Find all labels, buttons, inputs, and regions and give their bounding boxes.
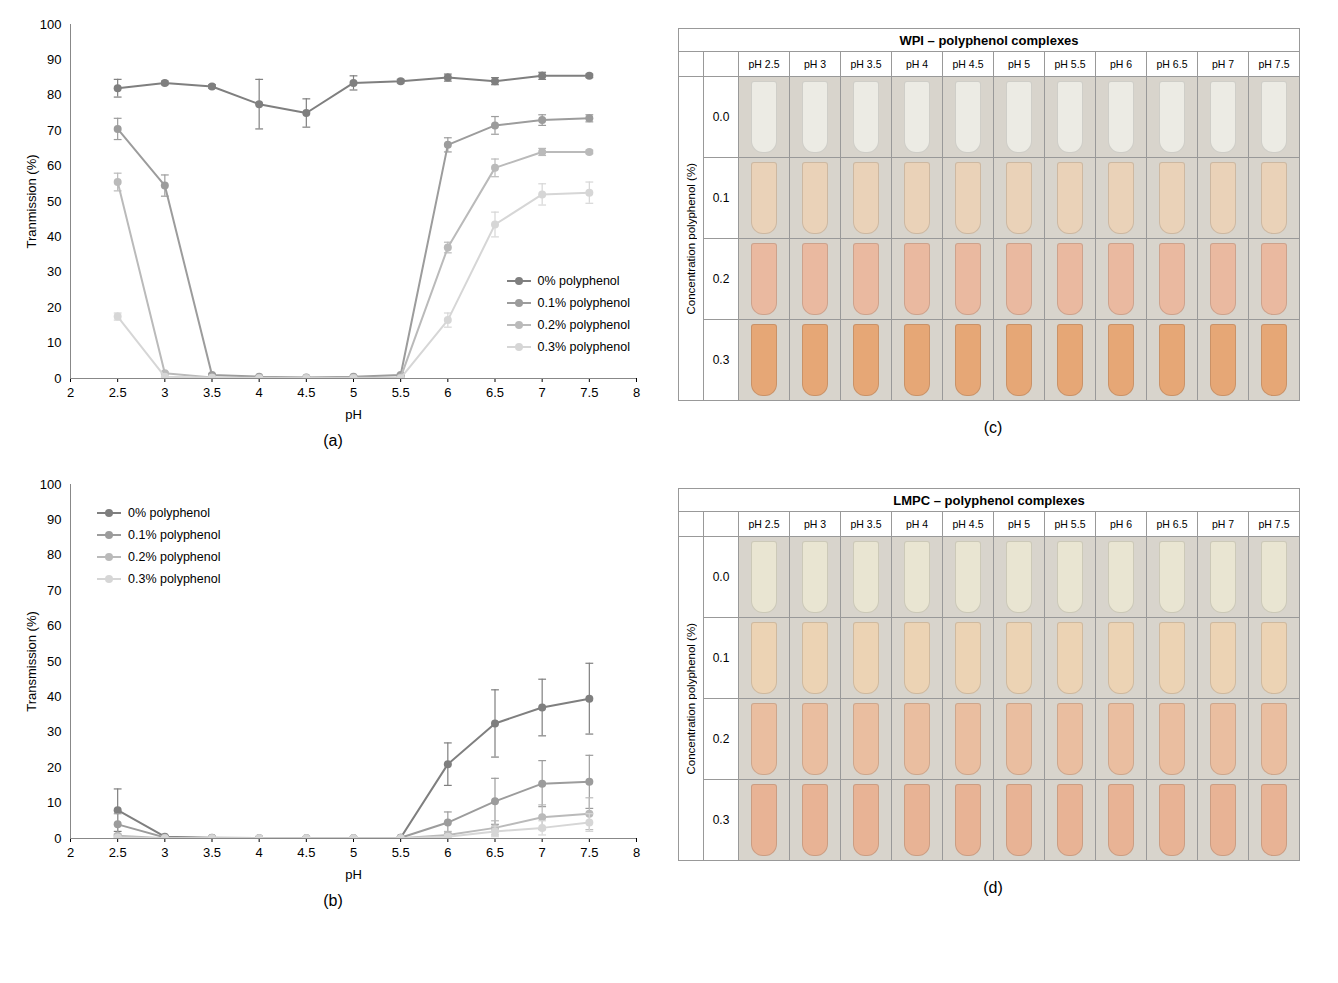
html-text:0% polyphenol: 0% polyphenol: [128, 506, 210, 520]
html-text:pH 4.5: pH 4.5: [952, 58, 984, 70]
html-text:(c): (c): [983, 419, 1003, 436]
html-text:Concentration polyphenol (%): Concentration polyphenol (%): [685, 622, 697, 775]
html-text:pH 5: pH 5: [1007, 518, 1031, 530]
svg-text:5.5: 5.5: [392, 385, 410, 400]
html-text:(b): (b): [323, 892, 343, 909]
svg-text:6.5: 6.5: [486, 385, 504, 400]
html-text:pH 2.5: pH 2.5: [748, 58, 780, 70]
svg-text:10: 10: [47, 335, 61, 350]
html-text:Concentration polyphenol (%): Concentration polyphenol (%): [685, 162, 697, 315]
svg-text:70: 70: [47, 583, 61, 598]
html-text:0.1: 0.1: [712, 651, 730, 665]
svg-text:2: 2: [67, 385, 74, 400]
svg-text:3.5: 3.5: [203, 845, 221, 860]
svg-text:4.5: 4.5: [297, 385, 315, 400]
svg-text:20: 20: [47, 300, 61, 315]
html-text:0.3: 0.3: [712, 813, 730, 827]
svg-text:5: 5: [350, 385, 357, 400]
html-text:pH 3: pH 3: [803, 518, 827, 530]
svg-text:2.5: 2.5: [109, 845, 127, 860]
svg-text:4.5: 4.5: [297, 845, 315, 860]
html-text:0.3% polyphenol: 0.3% polyphenol: [537, 340, 630, 354]
svg-text:5: 5: [350, 845, 357, 860]
svg-text:7.5: 7.5: [580, 845, 598, 860]
html-text:pH 6: pH 6: [1109, 518, 1133, 530]
svg-text:7.5: 7.5: [580, 385, 598, 400]
html-text:0.1: 0.1: [712, 191, 730, 205]
svg-text:3.5: 3.5: [203, 385, 221, 400]
html-text:LMPC – polyphenol complexes: LMPC – polyphenol complexes: [893, 492, 1085, 508]
svg-text:8: 8: [633, 385, 640, 400]
svg-text:0: 0: [54, 831, 61, 846]
svg-text:6: 6: [444, 845, 451, 860]
html-text:0.2% polyphenol: 0.2% polyphenol: [128, 550, 221, 564]
html-text:pH 4: pH 4: [905, 518, 929, 530]
svg-text:70: 70: [47, 123, 61, 138]
svg-text:pH: pH: [345, 867, 362, 882]
html-text:pH 4: pH 4: [905, 58, 929, 70]
svg-text:4: 4: [256, 845, 263, 860]
html-text:0% polyphenol: 0% polyphenol: [537, 274, 620, 288]
svg-text:50: 50: [47, 654, 61, 669]
svg-text:30: 30: [47, 724, 61, 739]
svg-text:3: 3: [161, 385, 168, 400]
html-text:(a): (a): [323, 432, 343, 449]
svg-text:100: 100: [40, 477, 62, 492]
svg-text:0: 0: [54, 371, 61, 386]
html-text:WPI – polyphenol complexes: WPI – polyphenol complexes: [899, 32, 1079, 48]
svg-text:7: 7: [539, 385, 546, 400]
svg-text:4: 4: [256, 385, 263, 400]
html-text:(d): (d): [983, 879, 1003, 896]
html-text:pH 5.5: pH 5.5: [1054, 518, 1086, 530]
svg-text:50: 50: [47, 194, 61, 209]
html-text:pH 6: pH 6: [1109, 58, 1133, 70]
html-text:0.0: 0.0: [712, 570, 730, 584]
html-text:pH 7: pH 7: [1211, 58, 1235, 70]
html-text:pH 2.5: pH 2.5: [748, 518, 780, 530]
html-text:pH 6.5: pH 6.5: [1156, 58, 1188, 70]
svg-text:40: 40: [47, 689, 61, 704]
html-text:0.2: 0.2: [712, 272, 730, 286]
svg-text:90: 90: [47, 52, 61, 67]
html-text:pH 7.5: pH 7.5: [1258, 518, 1290, 530]
svg-text:20: 20: [47, 760, 61, 775]
html-text:0.0: 0.0: [712, 110, 730, 124]
svg-text:Tranmission (%): Tranmission (%): [24, 154, 39, 248]
svg-text:60: 60: [47, 618, 61, 633]
svg-text:90: 90: [47, 512, 61, 527]
svg-text:5.5: 5.5: [392, 845, 410, 860]
html-text:pH 5.5: pH 5.5: [1054, 58, 1086, 70]
svg-text:2: 2: [67, 845, 74, 860]
svg-text:8: 8: [633, 845, 640, 860]
html-text:pH 7.5: pH 7.5: [1258, 58, 1290, 70]
svg-text:Transmission (%): Transmission (%): [24, 611, 39, 712]
svg-text:80: 80: [47, 87, 61, 102]
html-text:pH 6.5: pH 6.5: [1156, 518, 1188, 530]
html-text:0.2% polyphenol: 0.2% polyphenol: [537, 318, 630, 332]
svg-text:80: 80: [47, 547, 61, 562]
html-text:pH 3.5: pH 3.5: [850, 518, 882, 530]
html-text:pH 3: pH 3: [803, 58, 827, 70]
svg-text:2.5: 2.5: [109, 385, 127, 400]
html-text:pH 7: pH 7: [1211, 518, 1235, 530]
svg-text:pH: pH: [345, 407, 362, 422]
html-text:0.2: 0.2: [712, 732, 730, 746]
svg-text:10: 10: [47, 795, 61, 810]
svg-text:60: 60: [47, 158, 61, 173]
html-text:0.3: 0.3: [712, 353, 730, 367]
svg-text:6: 6: [444, 385, 451, 400]
html-text:pH 5: pH 5: [1007, 58, 1031, 70]
svg-text:40: 40: [47, 229, 61, 244]
html-text:0.1% polyphenol: 0.1% polyphenol: [537, 296, 630, 310]
svg-text:30: 30: [47, 264, 61, 279]
html-text:0.1% polyphenol: 0.1% polyphenol: [128, 528, 221, 542]
html-text:pH 4.5: pH 4.5: [952, 518, 984, 530]
svg-text:6.5: 6.5: [486, 845, 504, 860]
html-text:0.3% polyphenol: 0.3% polyphenol: [128, 572, 221, 586]
svg-text:7: 7: [539, 845, 546, 860]
svg-text:3: 3: [161, 845, 168, 860]
svg-text:100: 100: [40, 17, 62, 32]
html-text:pH 3.5: pH 3.5: [850, 58, 882, 70]
